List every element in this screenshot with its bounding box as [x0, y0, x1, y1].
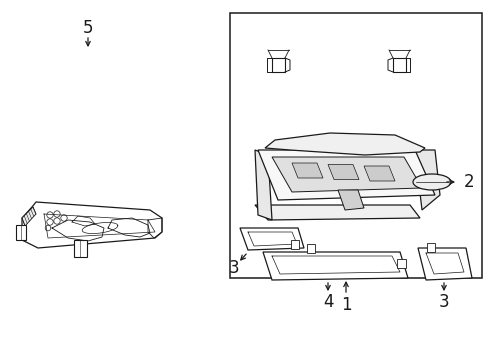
Polygon shape [254, 150, 271, 220]
Polygon shape [254, 205, 419, 220]
Text: 2: 2 [463, 173, 474, 191]
Polygon shape [22, 202, 162, 248]
Polygon shape [363, 166, 394, 181]
Polygon shape [414, 150, 439, 210]
Bar [74, 240, 87, 257]
Bar [229, 13, 481, 278]
Polygon shape [417, 248, 471, 280]
Bar [290, 240, 298, 249]
Polygon shape [22, 207, 36, 226]
Ellipse shape [412, 174, 450, 190]
Polygon shape [392, 58, 405, 72]
Text: 1: 1 [340, 296, 350, 314]
Bar [396, 259, 405, 268]
Polygon shape [264, 133, 424, 155]
Polygon shape [327, 165, 358, 180]
Polygon shape [337, 190, 363, 210]
Polygon shape [263, 252, 407, 280]
Text: 3: 3 [438, 293, 448, 311]
Bar [306, 244, 314, 253]
Polygon shape [258, 150, 434, 200]
Polygon shape [271, 157, 421, 192]
Polygon shape [291, 163, 323, 178]
Polygon shape [240, 228, 304, 250]
Polygon shape [271, 58, 285, 72]
Text: 4: 4 [322, 293, 332, 311]
Bar [16, 225, 26, 240]
Text: 3: 3 [228, 259, 239, 277]
Bar [426, 243, 434, 252]
Text: 5: 5 [82, 19, 93, 37]
